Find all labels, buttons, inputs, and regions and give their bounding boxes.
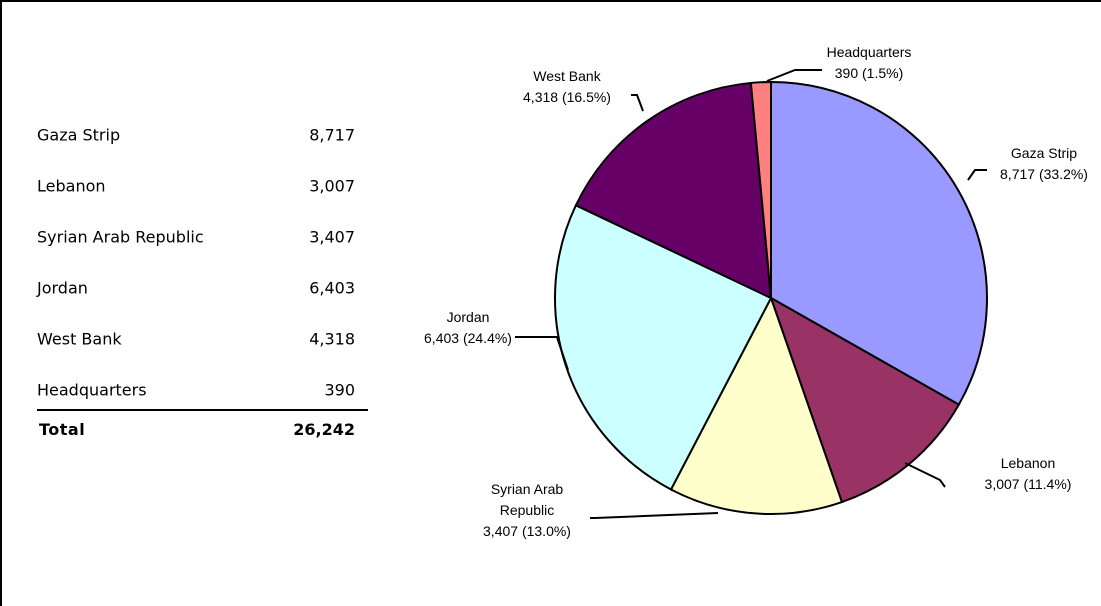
leader-line-gaza-strip [967, 169, 987, 181]
row-value: 8,717 [309, 125, 355, 144]
table-row: West Bank 4,318 [37, 313, 368, 364]
table-row: Jordan 6,403 [37, 262, 368, 313]
row-value: 6,403 [309, 278, 355, 297]
row-name: Gaza Strip [37, 125, 121, 144]
row-name: Jordan [37, 278, 88, 297]
row-name: Headquarters [37, 380, 147, 399]
row-name: Syrian Arab Republic [37, 227, 204, 246]
leader-line-lebanon [904, 462, 946, 488]
pie-label-gaza-strip: Gaza Strip 8,717 (33.2%) [1000, 145, 1088, 182]
leader-line-jordan [515, 336, 569, 371]
pie-label-syrian-arab-republic: Syrian Arab Republic 3,407 (13.0%) [483, 481, 571, 539]
pie-slice-gaza-strip [770, 80, 988, 407]
leader-line-headquarters [766, 69, 822, 82]
total-label: Total [39, 420, 86, 439]
leader-line-syrian-arab-republic [590, 512, 719, 519]
table-row: Headquarters 390 [37, 364, 368, 415]
row-value: 4,318 [309, 329, 355, 348]
pie-slice-lebanon [769, 295, 961, 504]
total-row: Total 26,242 [37, 409, 368, 447]
pie-slice-headquarters [749, 80, 772, 299]
leader-line-west-bank [631, 94, 644, 112]
total-value: 26,242 [293, 420, 355, 439]
row-name: West Bank [37, 329, 122, 348]
pie-label-headquarters: Headquarters 390 (1.5%) [827, 44, 912, 81]
row-value: 3,407 [309, 227, 355, 246]
table-row: Gaza Strip 8,717 [37, 109, 368, 160]
row-name: Lebanon [37, 176, 106, 195]
data-table: Gaza Strip 8,717 Lebanon 3,007 Syrian Ar… [37, 109, 368, 415]
pie-slice-syrian-arab-republic [669, 295, 844, 515]
pie-label-lebanon: Lebanon 3,007 (11.4%) [985, 455, 1072, 492]
table-row: Lebanon 3,007 [37, 160, 368, 211]
pie-label-jordan: Jordan 6,403 (24.4%) [424, 309, 512, 346]
pie-label-west-bank: West Bank 4,318 (16.5%) [523, 68, 611, 105]
row-value: 390 [324, 380, 355, 399]
pie-slice-west-bank [574, 81, 773, 300]
table-row: Syrian Arab Republic 3,407 [37, 211, 368, 262]
row-value: 3,007 [309, 176, 355, 195]
